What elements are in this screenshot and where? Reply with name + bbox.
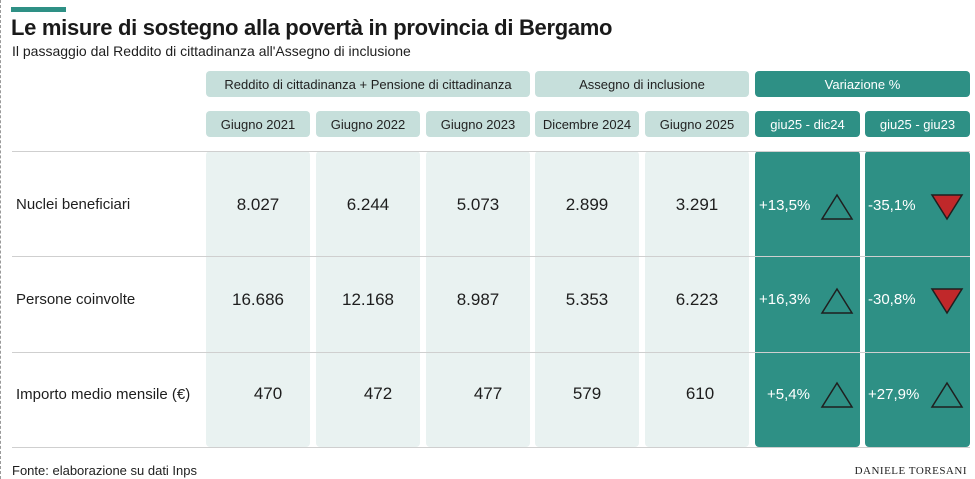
column-header-giugno-2022: Giugno 2022 [316, 111, 420, 137]
up-arrow-icon [820, 381, 854, 408]
variation-value: +27,9% [868, 386, 920, 403]
title-accent-bar [11, 7, 66, 12]
column-header-giugno-2025: Giugno 2025 [645, 111, 749, 137]
group-header-reddito: Reddito di cittadinanza + Pensione di ci… [206, 71, 530, 97]
column-block-giugno-2021 [206, 151, 310, 447]
row-label-importo-medio-mensile: Importo medio mensile (€) [16, 386, 191, 403]
column-header-giugno-2021: Giugno 2021 [206, 111, 310, 137]
column-block-giugno-2022 [316, 151, 420, 447]
column-header-dicembre-2024: Dicembre 2024 [535, 111, 639, 137]
source-note: Fonte: elaborazione su dati Inps [12, 463, 198, 478]
table-cell: 610 [685, 384, 715, 403]
variation-value: +13,5% [759, 197, 811, 214]
column-block-dicembre-2024 [535, 151, 639, 447]
table-cell: 470 [253, 384, 283, 403]
variation-value: +5,4% [767, 386, 810, 403]
group-header-variazione: Variazione % [755, 71, 970, 97]
variation-value: +16,3% [759, 291, 811, 308]
row-label-nuclei-beneficiari: Nuclei beneficiari [16, 196, 131, 213]
table-cell: 579 [572, 384, 602, 403]
row-divider [12, 447, 970, 448]
down-arrow-icon [930, 194, 964, 221]
column-header-var-giu25-dic24: giu25 - dic24 [755, 111, 860, 137]
column-header-var-giu25-giu23: giu25 - giu23 [865, 111, 970, 137]
table-cell: 16.686 [232, 290, 284, 309]
up-arrow-icon [820, 193, 854, 220]
down-arrow-icon [930, 288, 964, 315]
group-header-assegno: Assegno di inclusione [535, 71, 749, 97]
table-cell: 5.353 [565, 290, 609, 309]
up-arrow-icon [820, 287, 854, 314]
table-cell: 477 [473, 384, 503, 403]
page-title: Le misure di sostegno alla povertà in pr… [11, 15, 613, 40]
row-label-persone-coinvolte: Persone coinvolte [16, 291, 136, 308]
table-cell: 8.027 [236, 195, 280, 214]
page-subtitle: Il passaggio dal Reddito di cittadinanza… [12, 43, 411, 59]
page-edge-divider [0, 0, 1, 479]
table-cell: 2.899 [565, 195, 609, 214]
table-cell: 6.223 [675, 290, 719, 309]
up-arrow-icon [930, 381, 964, 408]
table-cell: 8.987 [456, 290, 500, 309]
column-block-giugno-2023 [426, 151, 530, 447]
table-cell: 5.073 [456, 195, 500, 214]
row-divider [12, 352, 970, 353]
author-credit: DANIELE TORESANI [854, 465, 967, 477]
table-cell: 12.168 [342, 290, 394, 309]
variation-value: -30,8% [868, 291, 916, 308]
row-divider [12, 256, 970, 257]
variation-value: -35,1% [868, 197, 916, 214]
column-header-giugno-2023: Giugno 2023 [426, 111, 530, 137]
table-cell: 6.244 [346, 195, 390, 214]
column-block-giugno-2025 [645, 151, 749, 447]
row-divider [12, 151, 970, 152]
table-cell: 3.291 [675, 195, 719, 214]
table-cell: 472 [363, 384, 393, 403]
